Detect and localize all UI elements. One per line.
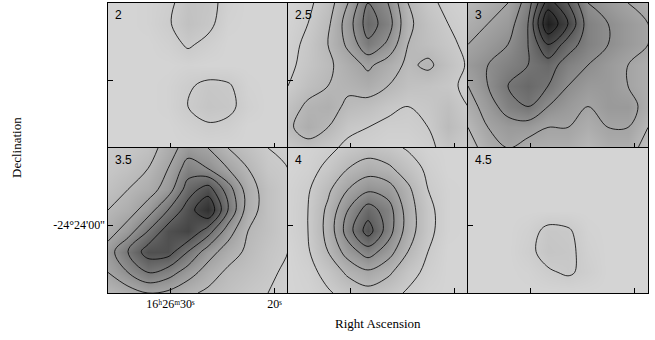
svg-text:3: 3	[475, 8, 482, 22]
svg-text:-24°24'00'': -24°24'00''	[53, 218, 104, 232]
svg-text:3.5: 3.5	[115, 153, 132, 167]
svg-text:16ʰ26ᵐ30ˢ: 16ʰ26ᵐ30ˢ	[146, 297, 195, 311]
svg-text:Declination: Declination	[9, 117, 24, 178]
svg-text:20ˢ: 20ˢ	[267, 297, 282, 311]
svg-text:Right Ascension: Right Ascension	[335, 316, 421, 331]
svg-text:4: 4	[295, 153, 302, 167]
svg-text:2: 2	[115, 8, 122, 22]
svg-text:2.5: 2.5	[295, 8, 312, 22]
svg-text:4.5: 4.5	[475, 153, 492, 167]
